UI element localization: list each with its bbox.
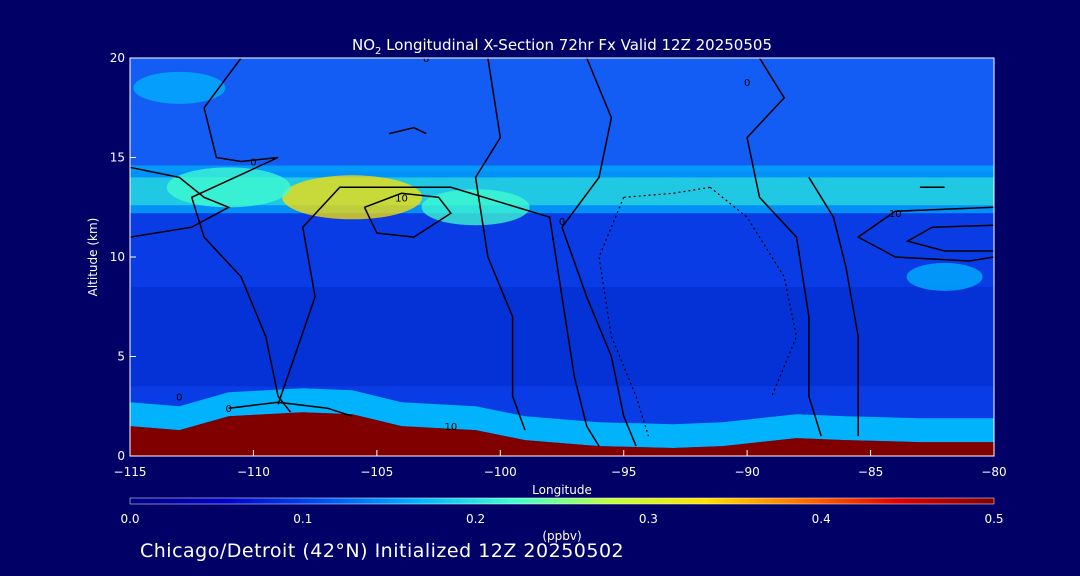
- contour-line-6: [746, 58, 822, 437]
- y-axis: 0 5 10 15 20: [110, 51, 136, 463]
- x-tick-label-1: −110: [237, 465, 270, 479]
- plot-area: 0 0 10 0 0 10 0 0 10: [130, 54, 994, 456]
- x-tick-label-2: −105: [360, 465, 393, 479]
- contour-line-5: [561, 58, 637, 447]
- surface-terrain: [130, 412, 994, 456]
- y-tick-label-1: 5: [117, 350, 125, 364]
- contour-line-0: [190, 58, 292, 413]
- colorbar-gradient: [129, 497, 995, 505]
- y-tick-label-2: 10: [110, 250, 125, 264]
- contour-label-7: 0: [226, 404, 232, 415]
- colorbar-tick-label-4: 0.4: [812, 512, 831, 526]
- no2-feature-1: [166, 167, 291, 208]
- contour-label-3: 0: [559, 217, 565, 228]
- x-tick-label-7: −80: [981, 465, 1006, 479]
- x-axis-label: Longitude: [532, 483, 592, 497]
- x-tick-label-4: −95: [611, 465, 636, 479]
- contour-line-11: [389, 126, 427, 135]
- contour-line-2: [277, 186, 600, 447]
- contour-label-0: 0: [423, 54, 429, 65]
- x-tick-label-5: −90: [734, 465, 759, 479]
- contour-label-1: 0: [250, 157, 256, 168]
- contour-line-4: [363, 192, 452, 238]
- contour-label-5: 10: [889, 209, 902, 220]
- colorbar-unit: (ppbv): [542, 529, 581, 543]
- no2-feature-3: [133, 71, 226, 104]
- colorbar-tick-label-2: 0.2: [466, 512, 485, 526]
- contour-line-1: [130, 166, 231, 238]
- y-tick-label-3: 15: [110, 151, 125, 165]
- y-tick-label-4: 20: [110, 51, 125, 65]
- x-tick-label-3: −100: [484, 465, 517, 479]
- contour-line-7: [808, 177, 859, 437]
- chart-title: NO2 Longitudinal X-Section 72hr Fx Valid…: [352, 36, 772, 57]
- contour-line-8: [856, 206, 994, 262]
- y-tick-label-0: 0: [117, 449, 125, 463]
- y-axis-label: Altitude (km): [86, 218, 100, 297]
- field-surface-belt: [130, 388, 994, 448]
- dotted-contour-1: [709, 186, 798, 397]
- colorbar-tick-label-5: 0.5: [984, 512, 1003, 526]
- field-band-3: [130, 286, 994, 387]
- no2-feature-0: [282, 175, 423, 220]
- contour-line-3: [474, 58, 526, 431]
- contour-line-12: [228, 401, 353, 417]
- contour-line-9: [905, 224, 994, 252]
- colorbar-tick-label-1: 0.1: [293, 512, 312, 526]
- no2-feature-2: [421, 189, 530, 226]
- dotted-contour-2: [623, 186, 711, 198]
- contour-label-6: 0: [176, 392, 182, 403]
- x-tick-label-6: −85: [858, 465, 883, 479]
- x-tick-label-0: −115: [114, 465, 147, 479]
- dotted-contour-0: [598, 197, 649, 437]
- field-band-0: [130, 58, 994, 172]
- contour-label-8: 10: [445, 422, 458, 433]
- contour-label-4: 0: [744, 78, 750, 89]
- caption: Chicago/Detroit (42°N) Initialized 12Z 2…: [140, 540, 625, 562]
- contour-label-2: 10: [395, 193, 408, 204]
- colorbar-tick-label-0: 0.0: [120, 512, 139, 526]
- no2-feature-4: [906, 262, 983, 291]
- colorbar-tick-label-3: 0.3: [639, 512, 658, 526]
- x-axis: −115 −110 −105 −100 −95 −90 −85 −80: [114, 450, 1007, 479]
- colorbar: 0.0 0.1 0.2 0.3 0.4 0.5 (ppbv): [120, 497, 1004, 543]
